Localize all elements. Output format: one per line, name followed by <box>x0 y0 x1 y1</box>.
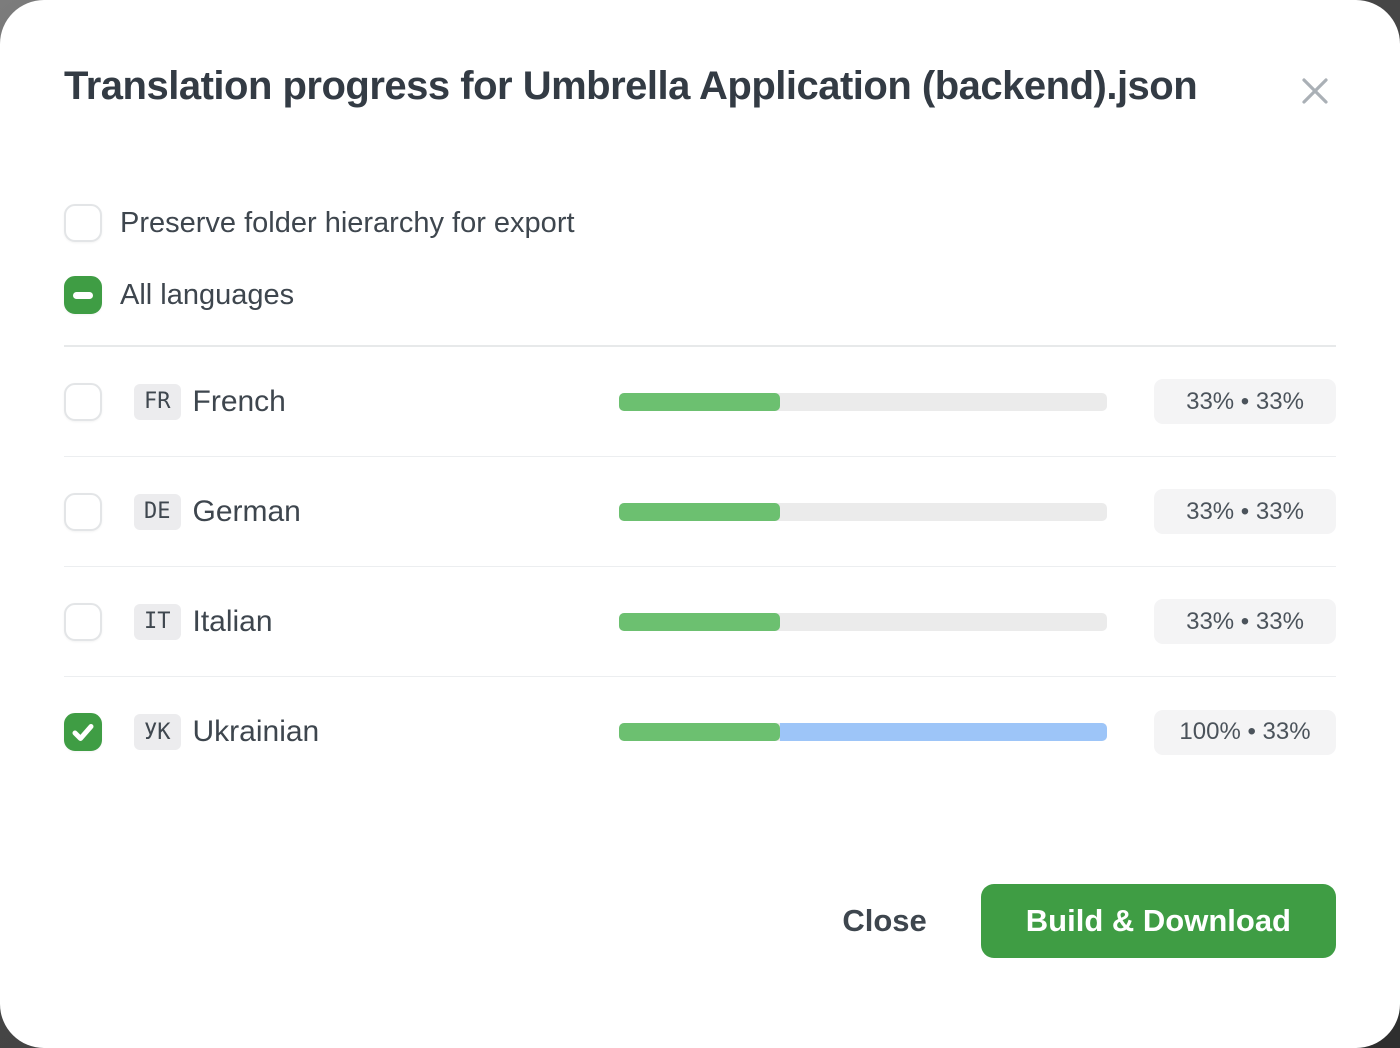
progress-fill-translated <box>619 723 781 741</box>
progress-fill-secondary <box>780 723 1107 741</box>
dialog-title: Translation progress for Umbrella Applic… <box>64 64 1198 108</box>
close-dialog-button[interactable]: Close <box>842 903 927 938</box>
language-list: FR French 33% • 33% DE German 33% • 33% IT Ital… <box>64 347 1336 787</box>
language-code-badge: DE <box>134 493 181 530</box>
language-name: French <box>192 384 286 418</box>
progress-stats-badge: 100% • 33% <box>1154 709 1336 755</box>
language-checkbox[interactable] <box>64 382 102 421</box>
language-row: DE German 33% • 33% <box>64 457 1336 567</box>
progress-bar <box>619 392 1107 411</box>
language-row: IT Italian 33% • 33% <box>64 567 1336 677</box>
language-name: Ukrainian <box>192 715 320 748</box>
language-code-badge: IT <box>134 603 181 640</box>
language-name: Italian <box>192 604 273 638</box>
indeterminate-dash-icon <box>73 291 93 299</box>
section-divider <box>64 345 1336 347</box>
export-options: Preserve folder hierarchy for export All… <box>64 204 1336 314</box>
all-languages-checkbox[interactable] <box>64 276 102 314</box>
language-checkbox[interactable] <box>64 602 102 641</box>
progress-bar <box>619 612 1107 631</box>
language-checkbox[interactable] <box>64 492 102 531</box>
dialog-footer: Close Build & Download <box>64 884 1336 958</box>
preserve-hierarchy-label: Preserve folder hierarchy for export <box>120 206 575 239</box>
close-button[interactable] <box>1294 70 1336 112</box>
progress-stats-badge: 33% • 33% <box>1154 489 1336 534</box>
language-row: УК Ukrainian 100% • 33% <box>64 677 1336 787</box>
language-code-badge: FR <box>134 383 181 420</box>
preserve-hierarchy-checkbox[interactable] <box>64 204 102 242</box>
all-languages-label: All languages <box>120 278 295 311</box>
progress-fill-translated <box>619 612 781 631</box>
progress-fill-translated <box>619 502 781 521</box>
dialog-header: Translation progress for Umbrella Applic… <box>64 0 1336 112</box>
progress-bar <box>619 723 1107 741</box>
progress-fill-translated <box>619 392 781 411</box>
close-icon <box>1302 78 1328 104</box>
language-row: FR French 33% • 33% <box>64 347 1336 457</box>
progress-bar <box>619 502 1107 521</box>
language-checkbox[interactable] <box>64 713 102 751</box>
language-name: German <box>192 494 301 528</box>
preserve-hierarchy-option[interactable]: Preserve folder hierarchy for export <box>64 204 1336 242</box>
progress-stats-badge: 33% • 33% <box>1154 379 1336 424</box>
language-code-badge: УК <box>134 714 181 750</box>
all-languages-option[interactable]: All languages <box>64 276 1336 314</box>
checkmark-icon <box>72 724 94 741</box>
progress-stats-badge: 33% • 33% <box>1154 599 1336 644</box>
build-download-button[interactable]: Build & Download <box>980 884 1336 958</box>
